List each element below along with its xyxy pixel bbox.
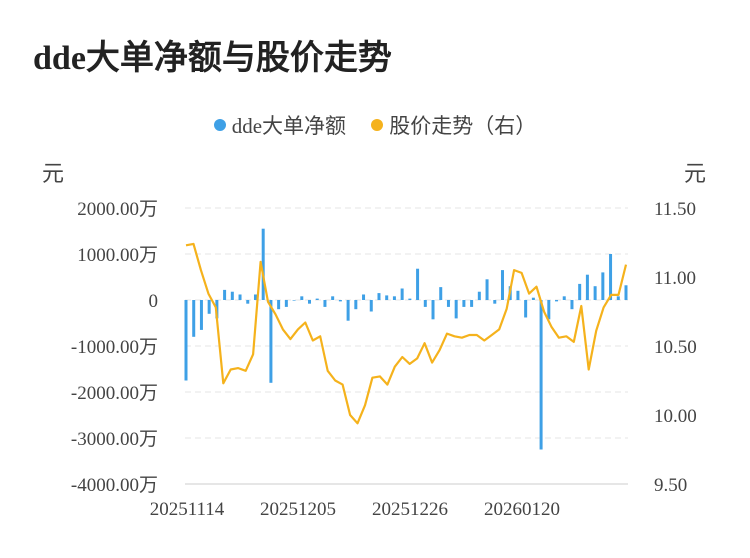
dde-bar [578,283,582,300]
dde-bar [369,300,373,312]
dde-bar [524,300,528,318]
dde-bar [446,300,450,307]
dde-bar [609,254,613,300]
dde-bar [300,296,304,300]
dde-bar [416,268,420,300]
dde-bar [315,298,319,300]
dde-bar [601,272,605,300]
y-right-tick-label: 11.00 [654,268,696,289]
y-left-tick-label: 2000.00万 [77,199,158,220]
legend: dde大单净额 股价走势（右） [0,110,750,140]
dde-bar [207,300,211,314]
dde-bar [246,300,250,304]
dde-bar [477,291,481,300]
dde-bar [238,294,242,300]
dde-bar [408,298,412,300]
y-left-tick-label: 0 [149,291,159,312]
dde-bar [354,300,358,310]
dde-bar [400,288,404,300]
y-right-tick-label: 10.50 [654,337,697,358]
dde-bar [585,274,589,300]
left-axis-unit: 元 [42,161,65,186]
legend-label-price: 股价走势（右） [389,114,537,138]
dde-bar [308,300,312,304]
dde-bar [593,286,597,300]
dde-bar [184,300,188,381]
dde-bar [539,300,543,450]
dde-bar [269,300,273,383]
dde-bar [292,300,296,301]
legend-dot-dde [213,119,226,131]
dde-bar [531,297,535,300]
dde-bar [570,300,574,310]
y-left-tick-label: 1000.00万 [77,245,158,266]
dde-bar [562,296,566,300]
dde-bar [616,296,620,300]
x-tick-label: 20260120 [484,499,560,520]
dde-bar [223,289,227,300]
chart-title: dde大单净额与股价走势 [33,40,392,77]
dde-bar [261,228,265,300]
dde-bar [377,293,381,300]
dde-bar [284,300,288,307]
dde-bar [385,295,389,300]
grid-lines [185,207,628,485]
y-left-tick-label: -2000.00万 [71,383,158,404]
x-tick-label: 20251226 [372,499,448,520]
dde-bar [431,300,435,320]
dde-bar-series [184,228,628,450]
price-line-series [185,242,628,425]
axis-labels: 2000.00万 1000.00万 0 -1000.00万 -2000.00万 -3000… [71,199,697,520]
dde-bar [253,294,257,300]
y-left-tick-label: -1000.00万 [71,337,158,358]
price-line [185,242,628,425]
legend-dot-price [371,119,384,131]
y-right-tick-label: 9.50 [654,475,687,496]
dde-bar [277,300,281,310]
dde-bar [516,290,520,300]
x-tick-label: 20251114 [150,499,225,520]
dde-bar [199,300,203,330]
dde-bar [624,285,628,300]
dde-bar [323,300,327,307]
dde-bar [493,300,497,304]
dde-bar [500,270,504,300]
dde-bar [454,300,458,319]
x-tick-label: 20251205 [260,499,336,520]
dde-bar [331,296,335,300]
legend-item-price[interactable]: 股价走势（右） [371,110,536,140]
dde-bar [362,294,366,300]
y-left-tick-label: -4000.00万 [71,475,158,496]
dde-bar [547,300,551,320]
dde-bar [346,300,350,321]
dde-bar [192,300,196,337]
dde-bar [338,300,342,302]
dde-bar [485,279,489,300]
dde-bar [423,300,427,307]
dde-bar [392,296,396,300]
y-right-tick-label: 11.50 [654,199,696,220]
dde-bar [439,287,443,300]
dde-bar [462,300,466,307]
dde-bar [470,300,474,307]
y-right-tick-label: 10.00 [654,406,697,427]
dde-bar [230,291,234,300]
right-axis-unit: 元 [684,161,707,186]
dde-bar [555,300,559,302]
y-left-tick-label: -3000.00万 [71,429,158,450]
legend-item-dde[interactable]: dde大单净额 [213,110,347,140]
legend-label-dde: dde大单净额 [231,114,347,138]
